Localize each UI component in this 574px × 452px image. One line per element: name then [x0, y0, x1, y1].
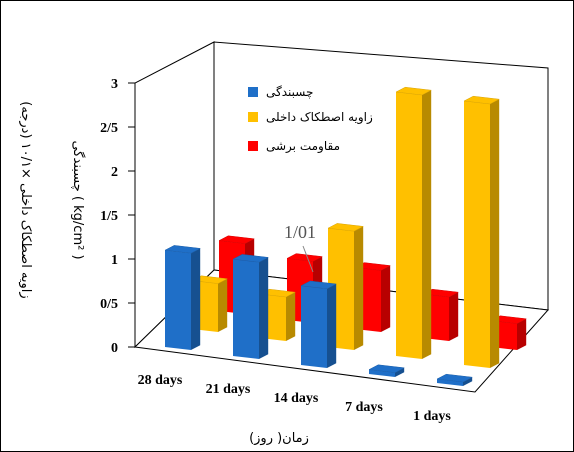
- bar-top: [164, 245, 202, 254]
- x-axis-title: زمان( روز): [249, 431, 309, 446]
- bar: [164, 245, 202, 350]
- bar-side: [463, 377, 473, 386]
- annotation-leader-line: [302, 245, 314, 273]
- bar-front: [233, 259, 259, 359]
- legend-label: زاویه اصطکاک داخلی: [266, 110, 373, 125]
- x-category-label: 1 days: [413, 409, 451, 424]
- x-category-label: 7 days: [345, 400, 383, 415]
- bar-side: [422, 90, 432, 359]
- x-axis-categories: 28 days 21 days 14 days 7 days 1 days: [138, 373, 452, 424]
- bar-top: [218, 235, 256, 244]
- bar-top: [395, 86, 433, 96]
- bar-side: [218, 278, 228, 332]
- bar-side: [286, 292, 296, 341]
- y-tick-label: 1/5: [100, 209, 118, 224]
- bar: [395, 86, 433, 359]
- bar: [232, 254, 270, 359]
- bar-front: [301, 285, 327, 368]
- bar-top: [368, 364, 406, 373]
- y-tick-label: 3: [111, 77, 118, 92]
- bar-side: [191, 248, 201, 350]
- bar-top: [300, 280, 338, 290]
- bar-side: [395, 367, 405, 377]
- y-tick-label: 1: [111, 253, 118, 268]
- y-axis-ticks: 0 0/5 1 1/5 2 2/5 3: [100, 77, 135, 356]
- bar-front: [464, 101, 490, 368]
- y-tick-label: 0/5: [100, 297, 118, 312]
- bar: [300, 280, 338, 368]
- legend-label: مقاومت برشی: [266, 139, 340, 154]
- x-category-label: 21 days: [206, 382, 251, 397]
- y-axis-title-outer: زاویه اصطکاک داخلی ×۱۰/۱ (درجه): [18, 101, 33, 298]
- annotation-label: 1/01: [284, 222, 316, 242]
- x-category-label: 28 days: [138, 373, 183, 388]
- bar-front: [165, 250, 191, 350]
- bar-top: [232, 254, 270, 263]
- bar-top: [286, 253, 324, 262]
- bar-side: [490, 99, 500, 368]
- bar: [436, 373, 474, 386]
- bar-front: [369, 369, 395, 377]
- bar-side: [354, 226, 364, 350]
- bar-side: [259, 257, 269, 359]
- bar-top: [463, 95, 501, 105]
- legend-label: چسبندگی: [266, 85, 313, 99]
- bar-front: [437, 379, 463, 386]
- bar-front: [396, 92, 422, 359]
- bars-group: [164, 86, 528, 386]
- bar: [368, 364, 406, 377]
- legend: چسبندگی زاویه اصطکاک داخلی مقاومت برشی: [248, 85, 373, 154]
- annotation: 1/01: [284, 222, 316, 273]
- bar-top: [436, 373, 474, 383]
- y-tick-label: 2: [111, 165, 118, 180]
- legend-swatch: [248, 141, 258, 151]
- legend-swatch: [248, 87, 258, 97]
- bar-top: [327, 223, 365, 232]
- bar-side: [381, 265, 391, 332]
- legend-swatch: [248, 112, 258, 122]
- y-tick-label: 0: [111, 341, 118, 356]
- bar-side: [449, 292, 459, 341]
- bar: [463, 95, 501, 368]
- bar-side: [327, 284, 337, 368]
- y-axis-title-inner: چسبندگی ( kg/cm² ): [70, 140, 86, 259]
- x-category-label: 14 days: [274, 391, 319, 406]
- y-tick-label: 2/5: [100, 121, 118, 136]
- bar-side: [517, 318, 527, 350]
